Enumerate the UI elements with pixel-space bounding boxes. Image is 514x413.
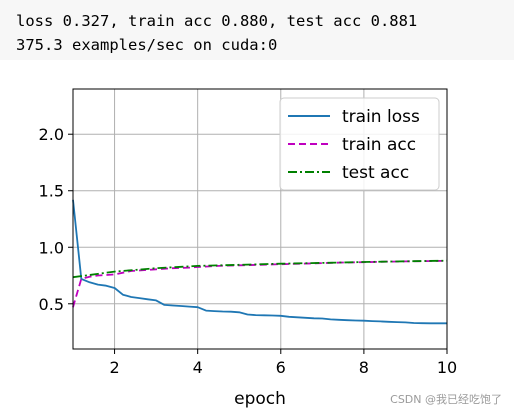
legend: train loss train acc test acc <box>279 97 440 191</box>
x-tick-label: 10 <box>437 358 457 377</box>
x-tick-label: 4 <box>193 358 203 377</box>
series-line-train-loss <box>72 199 447 325</box>
axes-frame <box>72 88 448 350</box>
series-layer <box>72 199 448 325</box>
series-line-train-acc <box>72 259 448 308</box>
cell-output-area: loss 0.327, train acc 0.880, test acc 0.… <box>0 0 514 60</box>
output-line-speed: 375.3 examples/sec on cuda:0 <box>16 36 278 54</box>
x-tick-label: 2 <box>109 358 119 377</box>
y-tick-label: 1.5 <box>39 182 64 201</box>
legend-label: train loss <box>342 107 420 127</box>
series-line-test-acc <box>72 259 448 279</box>
legend-label: train acc <box>342 135 416 155</box>
legend-box <box>279 97 440 191</box>
x-tick-label: 6 <box>276 358 286 377</box>
watermark: CSDN @我已经吃饱了 <box>390 393 502 406</box>
tick-layer: 2 4 6 8 10 0.5 1.0 1.5 2.0 <box>39 125 458 377</box>
y-tick-label: 0.5 <box>39 295 64 314</box>
x-tick-label: 8 <box>359 358 369 377</box>
output-line-metrics: loss 0.327, train acc 0.880, test acc 0.… <box>16 12 418 30</box>
x-axis-label: epoch <box>234 389 286 409</box>
y-tick-label: 2.0 <box>39 125 64 144</box>
y-tick-label: 1.0 <box>39 238 64 257</box>
legend-label: test acc <box>342 163 409 183</box>
